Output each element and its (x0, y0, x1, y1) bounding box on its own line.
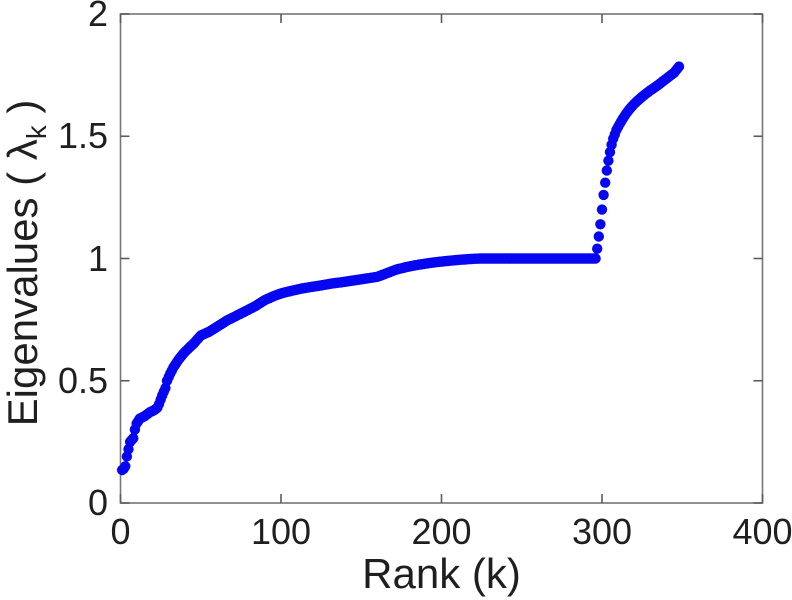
y-axis-label: Eigenvalues ( λk ) (0, 100, 53, 427)
x-tick-label: 100 (250, 511, 312, 552)
data-point-marker (595, 219, 606, 230)
data-point-marker (592, 243, 603, 254)
y-axis-label-suffix: ) (0, 99, 46, 126)
data-point-marker (596, 204, 608, 215)
lambda-symbol: λ (0, 139, 46, 161)
y-tick-label: 0 (87, 482, 108, 523)
data-point-marker (601, 165, 612, 176)
data-point-marker (120, 461, 131, 472)
tick-marks (119, 13, 764, 504)
data-point-marker (673, 61, 685, 72)
data-point-marker (598, 189, 609, 201)
y-tick-label: 1 (87, 237, 108, 279)
y-tick-label: 2 (87, 0, 108, 34)
data-point-marker (600, 177, 611, 188)
data-point-marker (590, 253, 601, 264)
x-tick-label: 300 (571, 511, 633, 552)
x-tick-label: 200 (411, 511, 472, 552)
y-tick-label: 1.5 (57, 115, 108, 157)
data-point-marker (128, 433, 139, 444)
y-axis-label-text: Eigenvalues ( (0, 160, 46, 427)
eigenvalue-series (116, 61, 685, 476)
data-point-marker (603, 155, 614, 166)
x-axis-label: Rank (k) (362, 550, 521, 597)
y-tick-label: 0.5 (57, 359, 108, 401)
lambda-subscript: k (21, 125, 53, 140)
x-tick-label: 400 (732, 511, 792, 552)
data-point-marker (593, 231, 604, 242)
x-tick-label: 0 (110, 511, 131, 552)
